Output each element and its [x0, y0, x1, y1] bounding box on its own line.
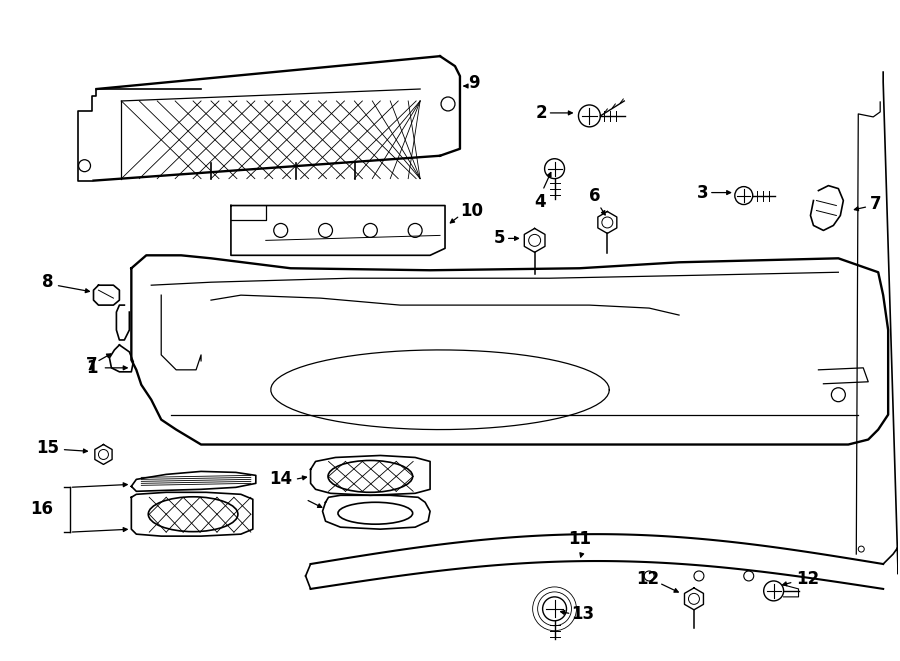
Text: 12: 12: [636, 570, 659, 588]
Text: 3: 3: [698, 184, 709, 202]
Text: 2: 2: [536, 104, 547, 122]
Text: 13: 13: [572, 605, 595, 623]
Text: 1: 1: [86, 359, 98, 377]
Text: 6: 6: [589, 186, 600, 204]
Text: 5: 5: [493, 229, 505, 247]
Text: 4: 4: [534, 192, 545, 211]
Text: 12: 12: [796, 570, 820, 588]
Text: 10: 10: [460, 202, 483, 219]
Text: 9: 9: [468, 74, 480, 92]
Text: 14: 14: [269, 471, 292, 488]
Text: 15: 15: [37, 438, 59, 457]
Text: 16: 16: [31, 500, 54, 518]
Text: 7: 7: [86, 356, 97, 374]
Text: 7: 7: [870, 194, 882, 213]
Text: 11: 11: [568, 530, 591, 548]
Text: 8: 8: [42, 273, 54, 292]
